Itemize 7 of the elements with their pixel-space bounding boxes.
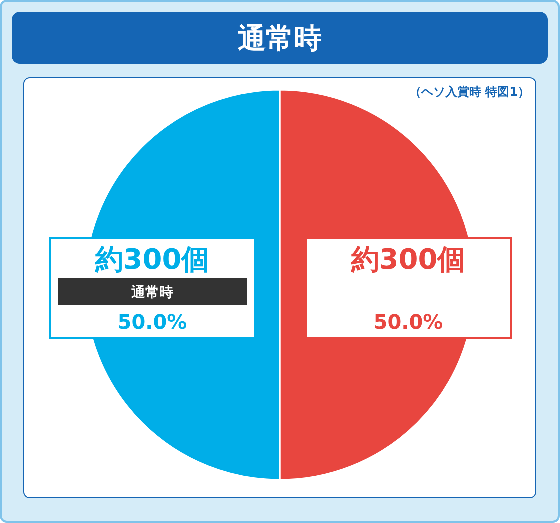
chart-subtitle: （ヘソ入賞時 特図1） — [409, 85, 530, 99]
data-label: 約300個 — [350, 243, 466, 276]
text: 50.0% — [118, 310, 188, 334]
chart-title: 通常時 — [238, 22, 322, 55]
data-label: 約300個 — [94, 243, 210, 276]
slice-label: 通常時 — [130, 284, 174, 301]
text: 50.0% — [374, 310, 444, 334]
